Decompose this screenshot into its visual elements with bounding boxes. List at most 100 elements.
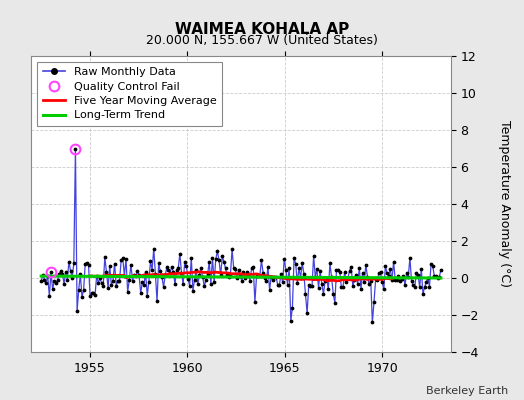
Point <box>81 260 90 267</box>
Point <box>127 262 135 268</box>
Point <box>267 273 276 280</box>
Point <box>269 276 277 283</box>
Point <box>89 290 97 296</box>
Point <box>225 274 233 280</box>
Point <box>135 272 143 279</box>
Point <box>411 284 419 290</box>
Point <box>60 280 68 287</box>
Point <box>151 270 160 277</box>
Point <box>213 248 222 254</box>
Point <box>375 270 383 276</box>
Point <box>300 270 308 277</box>
Point <box>304 282 313 288</box>
Point <box>96 275 104 281</box>
Point <box>398 276 406 282</box>
Point <box>378 279 386 285</box>
Point <box>228 246 236 252</box>
Point <box>244 271 253 278</box>
Point <box>104 285 112 291</box>
Point <box>192 267 200 274</box>
Point <box>254 272 263 278</box>
Point <box>202 276 210 283</box>
Point <box>226 272 235 278</box>
Point <box>285 265 293 271</box>
Point <box>324 286 333 292</box>
Text: Berkeley Earth: Berkeley Earth <box>426 386 508 396</box>
Point <box>155 260 163 266</box>
Point <box>179 281 187 287</box>
Point <box>203 271 212 278</box>
Point <box>406 255 414 261</box>
Point <box>184 276 192 282</box>
Point <box>88 290 96 296</box>
Point <box>50 278 59 284</box>
Point <box>326 260 334 267</box>
Point <box>274 282 282 288</box>
Point <box>143 292 151 299</box>
Point <box>67 268 75 274</box>
Point <box>111 260 119 267</box>
Point <box>197 265 205 272</box>
Legend: Raw Monthly Data, Quality Control Fail, Five Year Moving Average, Long-Term Tren: Raw Monthly Data, Quality Control Fail, … <box>37 62 222 126</box>
Point <box>99 283 107 289</box>
Point <box>316 268 324 274</box>
Point <box>138 279 147 285</box>
Point <box>287 317 295 324</box>
Point <box>394 273 402 279</box>
Point <box>345 268 354 274</box>
Point <box>388 277 396 284</box>
Point <box>80 287 88 293</box>
Point <box>210 279 219 286</box>
Point <box>148 266 156 273</box>
Point <box>311 274 320 280</box>
Point <box>53 277 62 283</box>
Point <box>233 275 241 282</box>
Point <box>231 266 239 272</box>
Point <box>249 264 257 271</box>
Point <box>236 273 244 280</box>
Point <box>256 273 264 279</box>
Point <box>381 263 390 269</box>
Point <box>363 273 372 280</box>
Point <box>404 274 412 280</box>
Point <box>243 269 251 275</box>
Point <box>335 268 344 275</box>
Point <box>161 272 169 278</box>
Point <box>399 273 408 279</box>
Point <box>118 255 127 261</box>
Point <box>190 277 199 283</box>
Point <box>352 272 360 278</box>
Point <box>328 274 336 281</box>
Point <box>321 278 329 284</box>
Point <box>355 265 364 271</box>
Point <box>297 274 305 281</box>
Point <box>128 277 137 284</box>
Point <box>206 281 215 287</box>
Point <box>322 275 331 282</box>
Point <box>341 269 349 275</box>
Point <box>218 253 226 260</box>
Point <box>107 282 115 288</box>
Point <box>357 285 365 292</box>
Point <box>42 280 50 286</box>
Point <box>43 272 52 279</box>
Point <box>130 271 138 278</box>
Point <box>169 268 178 275</box>
Point <box>332 267 341 274</box>
Point <box>241 275 249 281</box>
Point <box>177 270 185 276</box>
Point <box>101 254 109 260</box>
Point <box>76 271 84 278</box>
Point <box>124 289 132 295</box>
Point <box>221 265 230 272</box>
Point <box>417 266 425 272</box>
Point <box>216 272 225 278</box>
Point <box>265 287 274 293</box>
Point <box>153 298 161 304</box>
Point <box>200 283 209 290</box>
Point <box>220 258 228 265</box>
Point <box>181 258 189 265</box>
Point <box>195 272 204 278</box>
Point <box>193 281 202 287</box>
Point <box>105 262 114 269</box>
